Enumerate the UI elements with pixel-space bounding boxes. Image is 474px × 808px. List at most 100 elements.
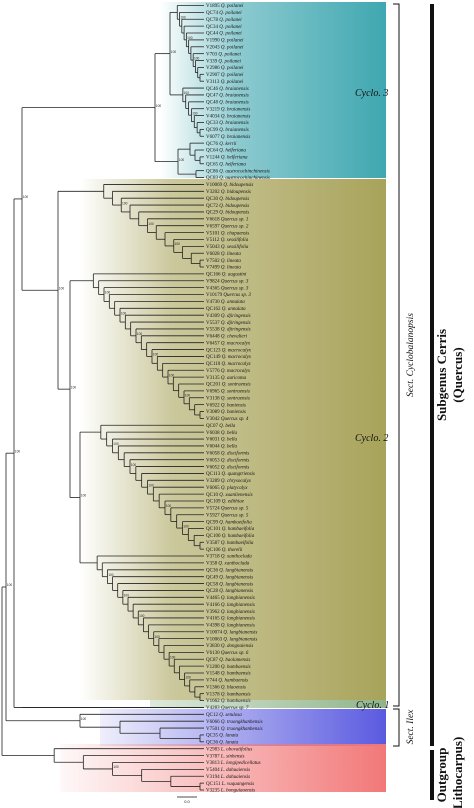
- support-value: 100: [124, 594, 130, 598]
- tip-label: V4309 Q. djiringensis: [206, 314, 251, 319]
- support-value: 100: [156, 104, 162, 108]
- tip-label: V3235 L. bonguiaoensis: [206, 789, 255, 794]
- tip-label: QC12 Q. setulosa: [206, 713, 242, 718]
- tip-label: QC34 Q. poilanei: [206, 25, 242, 30]
- support-value: 100: [105, 291, 111, 295]
- tip-label: V6028 Q. lineata: [206, 252, 241, 257]
- scale-bar-label: 0.0: [184, 799, 190, 804]
- cyclo3-label: Cyclo. 3: [355, 88, 388, 99]
- tip-label: V744 Q. hambaensis: [206, 679, 248, 684]
- tip-label: V1244 Q. helferiana: [206, 156, 248, 161]
- tip-label: V6044 Q. bella: [206, 445, 237, 450]
- tip-label: V3089 Q. baniensis: [206, 410, 246, 415]
- tip-label: V2986 Q. poilanei: [206, 66, 244, 71]
- tip-label: V2983 L. obovatifolius: [206, 747, 252, 752]
- cyclo1-band: [150, 700, 386, 708]
- tip-label: V6031 Q. bella: [206, 438, 237, 443]
- tip-label: QC44 Q. poilanei: [206, 32, 242, 37]
- tip-label: V5776 Q. macrocalyx: [206, 369, 251, 374]
- tip-label: QC166 Q. augustini: [206, 273, 247, 278]
- tip-label: V5101 Q. chapaensis: [206, 231, 249, 236]
- ilex-band: [100, 709, 386, 746]
- tip-label: V3718 Q. xanthoclada: [206, 555, 252, 560]
- tip-label: QC47 Q. braianensis: [206, 94, 249, 99]
- support-value: 100: [192, 111, 198, 115]
- tip-label: QC10 Q. xuanlienensis: [206, 493, 253, 498]
- tip-label: V4034 Q. braianensis: [206, 114, 250, 119]
- tip-label: QC151 L. vuquangensis: [206, 782, 254, 787]
- tip-label: V2907 Q. poilanei: [206, 73, 244, 78]
- tip-label: V5537 Q. djiringensis: [206, 321, 251, 326]
- tip-label: QC109 Q. edithiae: [206, 500, 245, 505]
- tip-label: QC58 Q. langbianensis: [206, 582, 253, 587]
- tip-label: V1200 Q. hambaensis: [206, 665, 251, 670]
- tip-label: V6065 Q. platycalyx: [206, 486, 248, 491]
- subgenus-label-line2: (Quercus): [450, 347, 465, 402]
- support-value: 100: [179, 158, 185, 162]
- tip-label: V4365 Quercus sp. 3: [206, 286, 249, 291]
- tip-label: V358 Q. xanthoclada: [206, 562, 250, 567]
- support-value: 100: [153, 353, 159, 357]
- tip-label: V1378 Q. hambaensis: [206, 692, 251, 697]
- tip-label: V3135 Q. auricoma: [206, 376, 247, 381]
- sect-ilex-bracket: [393, 708, 400, 747]
- tip-label: V1662 Q. hambaensis: [206, 699, 251, 704]
- tip-label: V3587 Q. hambaeifolia: [206, 541, 254, 546]
- support-value: 100: [184, 91, 190, 95]
- tip-label: V3219 Q. braianensis: [206, 107, 250, 112]
- tip-label: V4465 Q. langbianensis: [206, 596, 255, 601]
- support-value: 100: [7, 583, 13, 587]
- support-value: 100: [71, 385, 77, 389]
- tip-label: V6052 Q. disciformis: [206, 465, 249, 470]
- support-value: 100: [185, 394, 191, 398]
- tip-label: V4730 Q. annulata: [206, 300, 245, 305]
- tip-label: V6066 Q. truongkhanhensis: [206, 720, 263, 725]
- subgenus-label-line1: Subgenus Cerris: [434, 329, 449, 421]
- tip-label: V3830 Q. dongnaiensis: [206, 644, 253, 649]
- tip-label: V1895 Q. poilanei: [206, 4, 244, 9]
- tip-label: V6053 Q. disciformis: [206, 458, 249, 463]
- support-value: 100: [166, 504, 172, 508]
- outgroup-label-line1: Outgroup: [434, 748, 449, 803]
- tip-label: V4166 Q. langbianensis: [206, 603, 255, 608]
- support-value: 100: [113, 442, 119, 446]
- support-value: 100: [169, 373, 175, 377]
- support-value: 100: [148, 483, 154, 487]
- tip-label: V4165 Q. langbianensis: [206, 617, 255, 622]
- tip-label: V5404 L. dahuaiensis: [206, 768, 250, 773]
- tip-labels: V1895 Q. poilanei QC74 Q. poilanei QC78 Q.…: [206, 4, 270, 794]
- support-value: 100: [121, 311, 127, 315]
- tip-label: QC36 Q. lanata: [206, 741, 239, 746]
- tip-label: V10063 Q. langbianensis: [206, 637, 257, 642]
- support-value: 100: [15, 449, 21, 453]
- support-value: 100: [81, 717, 87, 721]
- tip-label: V3813 L. longipedicellatus: [206, 761, 261, 766]
- tip-label: QC110 Q. macrocalyx: [206, 362, 252, 367]
- tip-label: V5927 Quercus sp. 5: [206, 513, 249, 518]
- tip-label: V6058 Q. disciformis: [206, 452, 249, 457]
- support-value: 100: [180, 15, 186, 19]
- cyclo3-band: [160, 2, 386, 178]
- support-value: 100: [108, 573, 114, 577]
- tip-label: V6130 Quercus sp. 6: [206, 651, 249, 656]
- tip-label: V10074 Q. langbianensis: [206, 630, 257, 635]
- tip-label: QC30 Q. bidoupensis: [206, 197, 249, 202]
- tip-label: V5112 Q. sessilifolia: [206, 238, 249, 243]
- tip-label: QC106 Q. thorelii: [206, 548, 243, 553]
- tip-label: QC07 Q. bella: [206, 424, 236, 429]
- tip-label: V6448 Q. chevalieri: [206, 335, 248, 340]
- support-value: 100: [113, 765, 119, 769]
- support-value: 100: [187, 36, 193, 40]
- tip-label: V703 Q. poilanei: [206, 52, 241, 57]
- tip-label: V3042 Quercus sp. 4: [206, 417, 249, 422]
- tip-label: QC87 Q. baolamensis: [206, 658, 250, 663]
- tip-label: V6038 Q. bella: [206, 431, 237, 436]
- tip-label: QC162 Q. annulata: [206, 307, 246, 312]
- outgroup-label-line2: (Lithocarpus): [450, 737, 465, 808]
- tip-label: QC99 Q. braianensis: [206, 128, 249, 133]
- tip-label: V3202 Q. bidoupensis: [206, 190, 251, 195]
- tip-label: V339 Q. poilanei: [206, 59, 241, 64]
- support-value: 100: [175, 242, 181, 246]
- tip-label: V3787 L. sinhensis: [206, 754, 245, 759]
